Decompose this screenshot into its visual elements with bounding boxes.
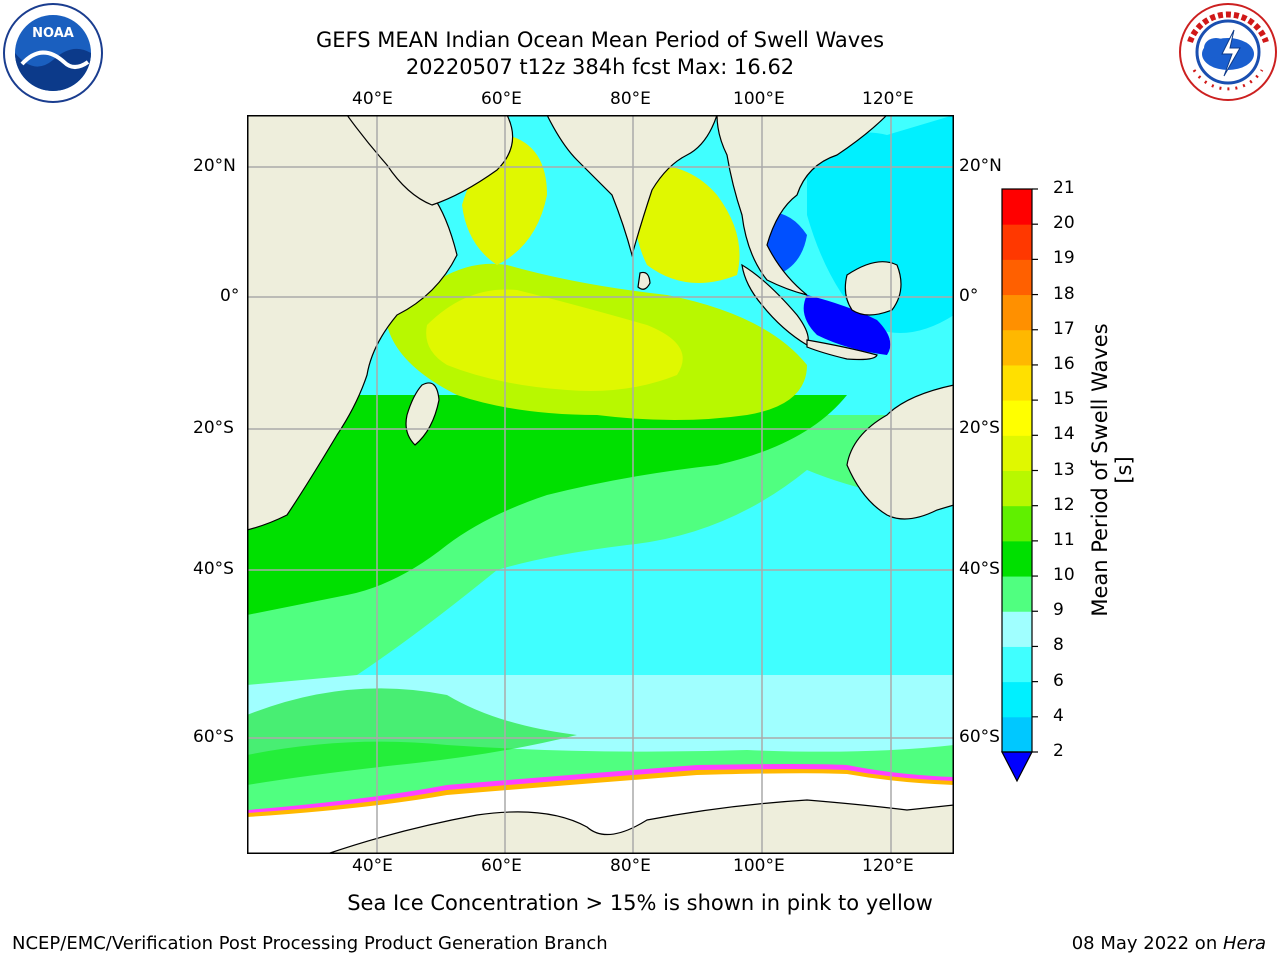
colorbar-tick-label: 18 bbox=[1053, 283, 1075, 304]
colorbar-tick-label: 20 bbox=[1053, 213, 1075, 234]
colorbar-segment bbox=[1002, 681, 1032, 718]
colorbar-segment bbox=[1002, 611, 1032, 647]
swell-region-scs bbox=[807, 115, 954, 333]
lat-label-left: 40°S bbox=[193, 559, 234, 579]
lat-label-right: 0° bbox=[959, 286, 979, 306]
colorbar-tick-label: 17 bbox=[1053, 318, 1075, 339]
colorbar-tick-label: 21 bbox=[1053, 178, 1075, 198]
lon-label-top: 40°E bbox=[352, 89, 393, 109]
lat-label-right: 40°S bbox=[959, 559, 1000, 579]
land-australia bbox=[846, 384, 954, 520]
lat-label-left: 0° bbox=[220, 286, 240, 306]
colorbar-tick-label: 9 bbox=[1053, 600, 1064, 621]
swell-region-south-green bbox=[247, 688, 577, 785]
swell-region-yellow bbox=[426, 289, 683, 391]
lat-label-right: 20°S bbox=[959, 418, 1000, 438]
lon-label-bottom: 60°E bbox=[481, 856, 522, 876]
colorbar-tick-label: 10 bbox=[1053, 565, 1075, 586]
sea-ice-note: Sea Ice Concentration > 15% is shown in … bbox=[347, 891, 933, 915]
lat-label-right: 60°S bbox=[959, 727, 1000, 747]
svg-text:NOAA: NOAA bbox=[32, 26, 74, 41]
swell-period-map bbox=[247, 115, 954, 854]
colorbar-segment bbox=[1002, 576, 1032, 612]
colorbar-segment bbox=[1002, 505, 1032, 542]
lon-label-bottom: 80°E bbox=[610, 856, 651, 876]
colorbar-label: Mean Period of Swell Waves [s] bbox=[1088, 323, 1136, 617]
lon-label-top: 60°E bbox=[481, 89, 522, 109]
colorbar-tick-label: 11 bbox=[1053, 529, 1075, 550]
lat-label-left: 20°S bbox=[193, 418, 234, 438]
footer-machine: Hera bbox=[1222, 933, 1266, 954]
colorbar-tick-label: 16 bbox=[1053, 353, 1075, 374]
footer-credit: NCEP/EMC/Verification Post Processing Pr… bbox=[12, 933, 608, 954]
lat-label-left: 60°S bbox=[193, 727, 234, 747]
land-antarctica bbox=[326, 799, 954, 854]
swell-region-yellow-bay bbox=[633, 164, 740, 283]
graticule bbox=[247, 115, 954, 854]
nws-logo bbox=[1178, 2, 1278, 102]
colorbar-segment bbox=[1002, 294, 1032, 331]
colorbar-tick-label: 8 bbox=[1053, 635, 1064, 656]
colorbar-segment bbox=[1002, 646, 1032, 683]
lon-label-top: 80°E bbox=[610, 89, 651, 109]
colorbar-segment bbox=[1002, 400, 1032, 436]
lon-label-bottom: 120°E bbox=[862, 856, 914, 876]
land-india bbox=[546, 115, 718, 258]
colorbar-tick-label: 13 bbox=[1053, 459, 1075, 480]
colorbar-tick-label: 14 bbox=[1053, 424, 1075, 445]
land-indochina bbox=[716, 115, 888, 296]
colorbar-segment bbox=[1002, 540, 1032, 577]
lon-label-top: 120°E bbox=[862, 89, 914, 109]
chart-title-line1: GEFS MEAN Indian Ocean Mean Period of Sw… bbox=[315, 28, 885, 52]
lon-label-top: 100°E bbox=[733, 89, 785, 109]
land-sri-lanka bbox=[637, 271, 651, 290]
land-java bbox=[806, 339, 878, 361]
lon-label-bottom: 100°E bbox=[733, 856, 785, 876]
colorbar-segment bbox=[1002, 435, 1032, 471]
colorbar-tick-label: 19 bbox=[1053, 248, 1075, 269]
colorbar-tick-label: 15 bbox=[1053, 389, 1075, 410]
noaa-logo: NOAA bbox=[2, 2, 104, 104]
colorbar-segment bbox=[1002, 470, 1032, 507]
colorbar-tick-label: 12 bbox=[1053, 494, 1075, 515]
lat-label-left: 20°N bbox=[193, 156, 236, 176]
colorbar-extend-arrow bbox=[1001, 751, 1033, 783]
colorbar-segment bbox=[1002, 189, 1032, 225]
colorbar-segment bbox=[1002, 224, 1032, 260]
swell-region-green-bright bbox=[247, 395, 847, 615]
land-borneo bbox=[844, 261, 902, 316]
colorbar-tick-label: 2 bbox=[1053, 741, 1064, 761]
colorbar-tick-label: 6 bbox=[1053, 670, 1064, 691]
colorbar-segment bbox=[1002, 329, 1032, 366]
chart-title-line2: 20220507 t12z 384h fcst Max: 16.62 bbox=[405, 55, 795, 79]
land-arabia bbox=[346, 115, 514, 206]
lat-label-right: 20°N bbox=[959, 156, 1002, 176]
lon-label-bottom: 40°E bbox=[352, 856, 393, 876]
colorbar-segment bbox=[1002, 364, 1032, 401]
colorbar-tick-label: 4 bbox=[1053, 705, 1064, 726]
footer-date: 08 May 2022 on Hera bbox=[1072, 933, 1266, 954]
footer-date-text: 08 May 2022 on bbox=[1071, 933, 1223, 954]
swell-region-indonesia-blue bbox=[803, 295, 891, 355]
colorbar-segment bbox=[1002, 259, 1032, 296]
map-frame bbox=[247, 115, 954, 854]
colorbar bbox=[1001, 188, 1038, 783]
colorbar-segment bbox=[1002, 716, 1032, 753]
